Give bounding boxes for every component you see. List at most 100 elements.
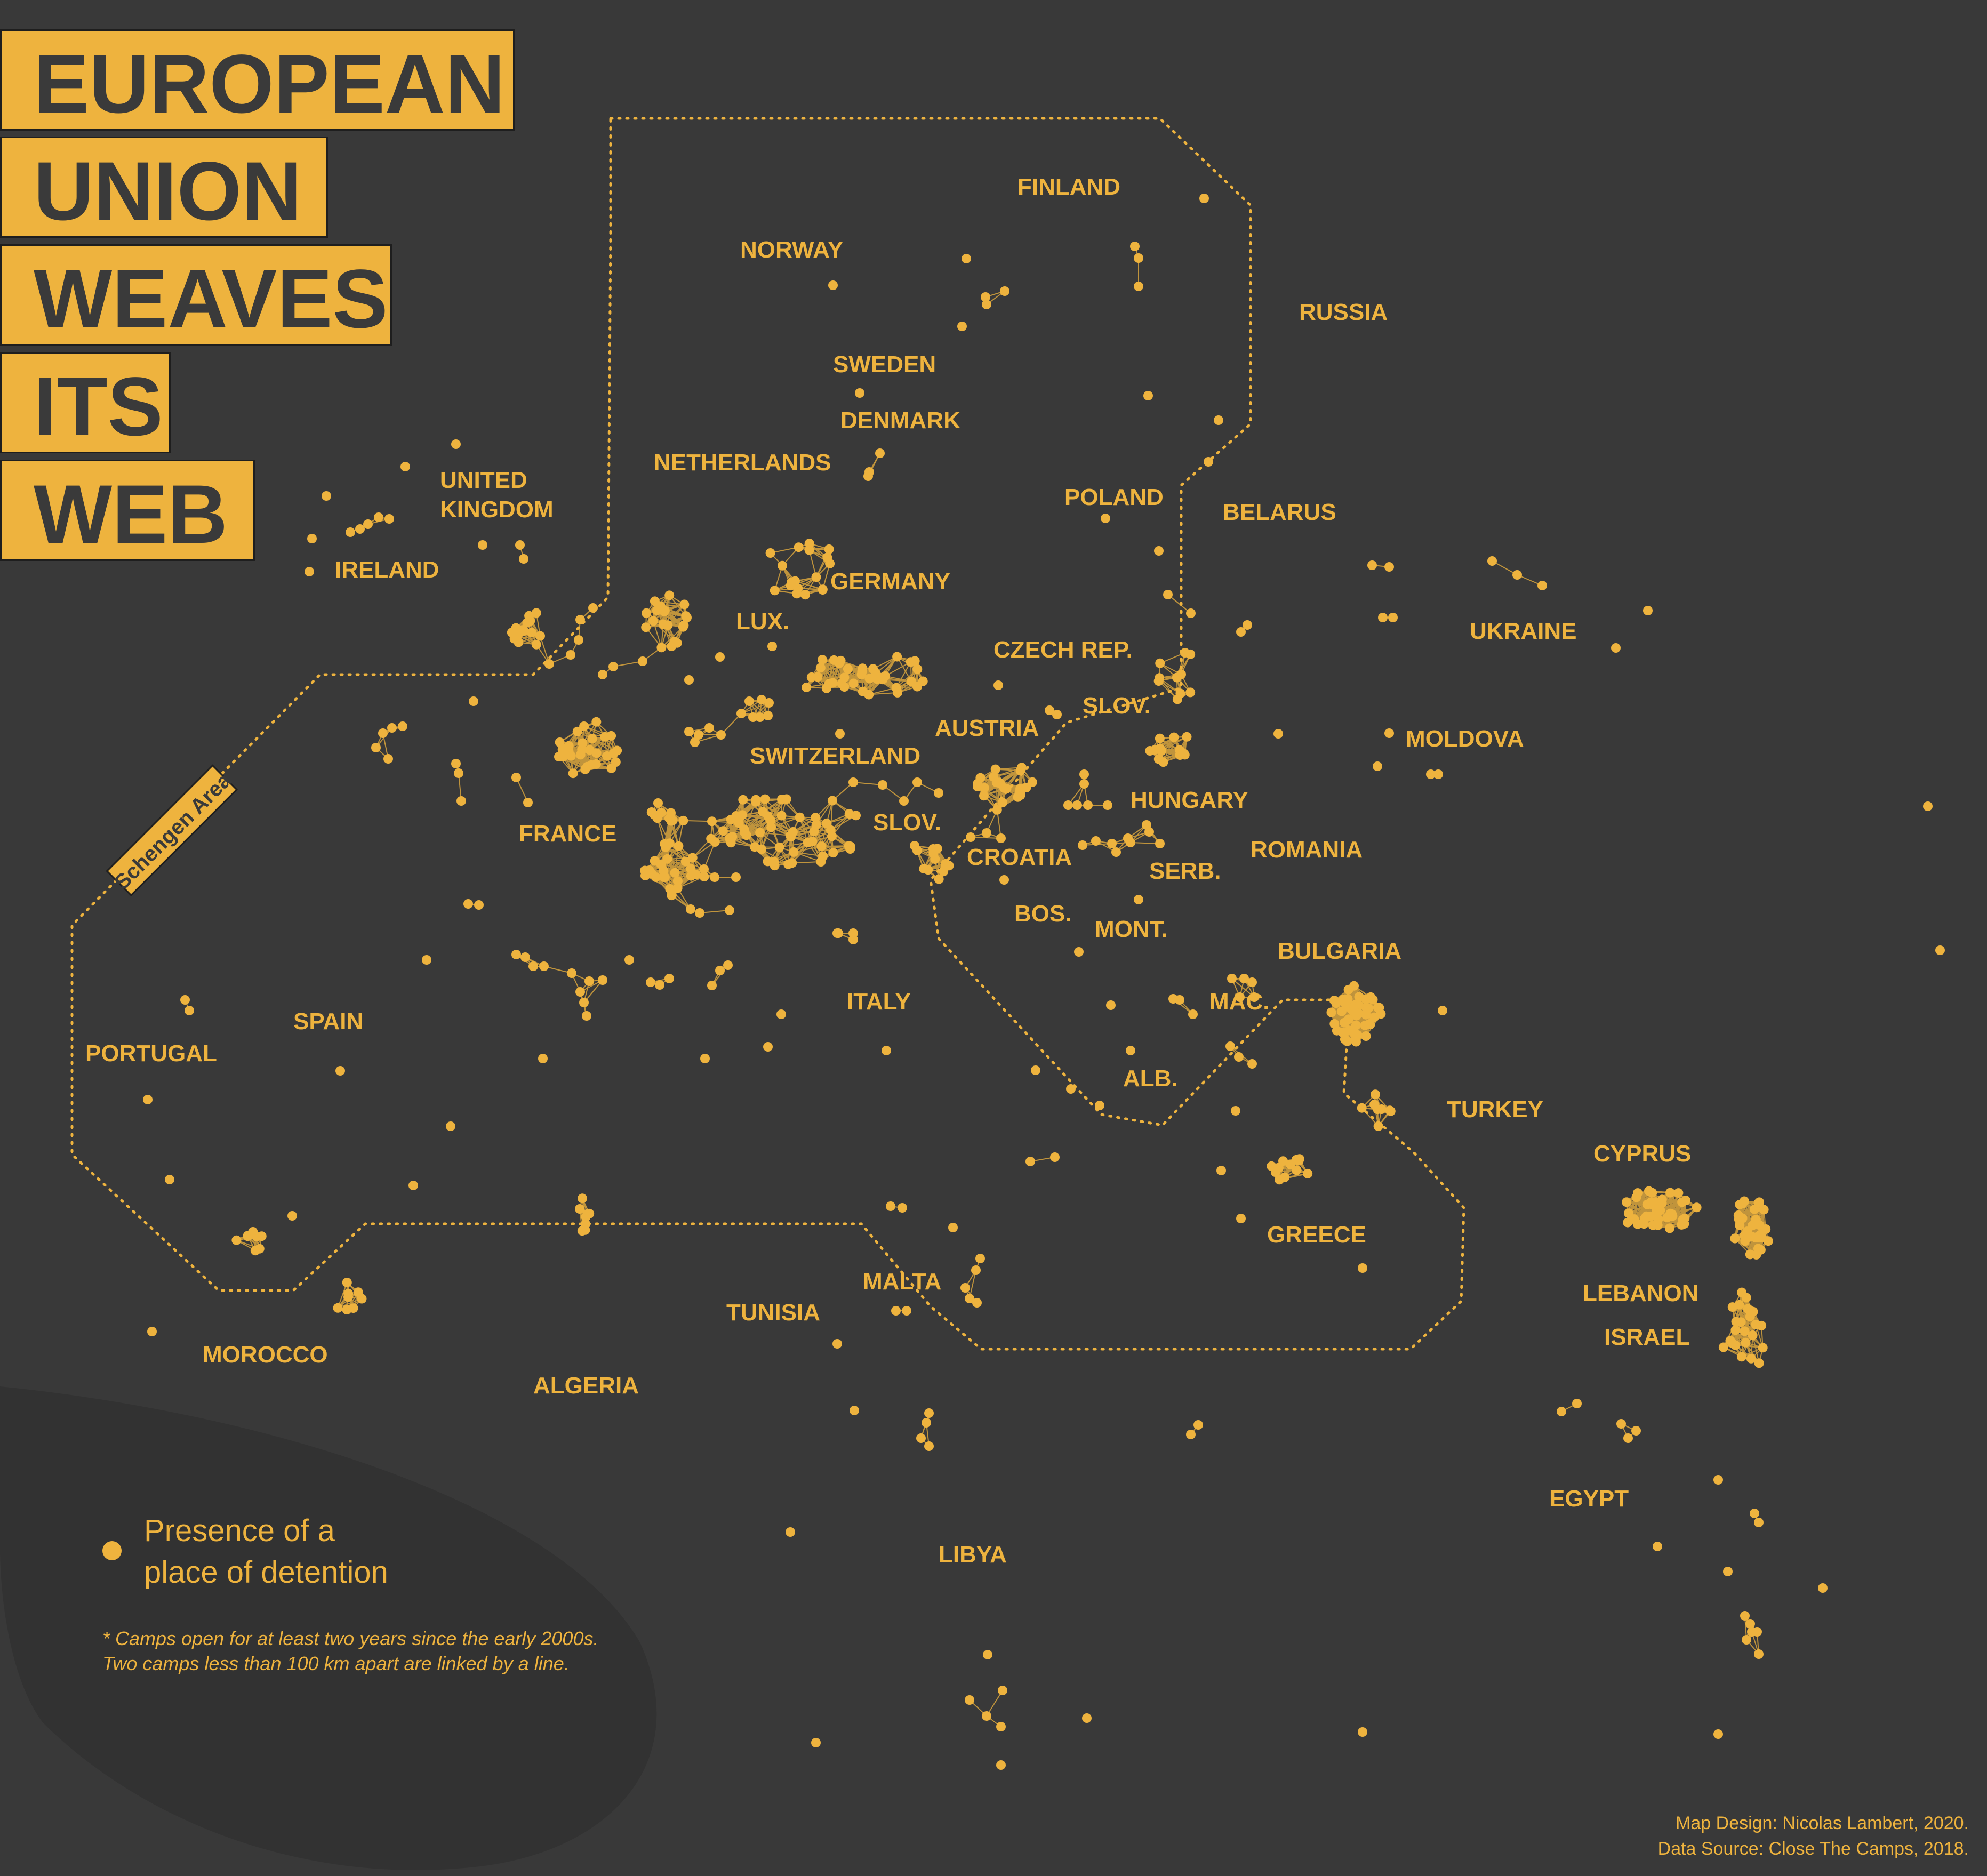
detention-camp-dot bbox=[1027, 777, 1037, 787]
detention-camp-dot bbox=[794, 542, 804, 552]
detention-camp-dot bbox=[1758, 1343, 1768, 1353]
detention-camp-dot bbox=[600, 732, 610, 742]
camp-link bbox=[885, 661, 911, 677]
detention-camp-dot bbox=[1239, 974, 1249, 983]
label-turkey: TURKEY bbox=[1447, 1096, 1543, 1123]
detention-camp-dot bbox=[824, 544, 834, 554]
detention-camp-dot bbox=[528, 961, 538, 971]
detention-camp-dot bbox=[684, 727, 694, 736]
detention-camp-dot bbox=[1734, 1300, 1744, 1310]
detention-camp-dot bbox=[1727, 1338, 1737, 1349]
detention-camp-dot bbox=[898, 1203, 907, 1213]
detention-camp-dot bbox=[608, 662, 618, 671]
detention-camp-dot bbox=[1653, 1542, 1662, 1551]
detention-camp-dot bbox=[520, 952, 530, 962]
detention-camp-dot bbox=[1388, 613, 1398, 622]
camp-link bbox=[1231, 978, 1255, 998]
detention-camp-dot bbox=[1730, 1233, 1740, 1244]
detention-camp-dot bbox=[1091, 836, 1101, 846]
detention-camp-dot bbox=[378, 728, 388, 738]
detention-camp-dot bbox=[1745, 1249, 1755, 1260]
camp-link bbox=[986, 1690, 1003, 1717]
detention-camp-dot bbox=[1740, 1611, 1750, 1621]
detention-camp-dot bbox=[538, 1054, 548, 1063]
detention-camp-dot bbox=[641, 622, 651, 632]
detention-camp-dot bbox=[451, 759, 461, 768]
detention-camp-dot bbox=[776, 1009, 786, 1019]
label-macedonia: MAC. bbox=[1209, 989, 1269, 1015]
label-germany: GERMANY bbox=[830, 568, 950, 595]
legend-line-2: place of detention bbox=[144, 1555, 388, 1590]
legend-dot-icon bbox=[102, 1541, 122, 1560]
detention-camp-dot bbox=[1234, 1052, 1244, 1062]
detention-camp-dot bbox=[1079, 769, 1089, 779]
detention-camp-dot bbox=[844, 809, 854, 819]
detention-camp-dot bbox=[1134, 895, 1143, 904]
detention-camp-dot bbox=[755, 712, 765, 722]
label-austria: AUSTRIA bbox=[935, 715, 1039, 741]
detention-camp-dot bbox=[1155, 733, 1165, 743]
detention-camp-dot bbox=[725, 905, 734, 915]
detention-camp-dot bbox=[1270, 1167, 1280, 1177]
detention-camp-dot bbox=[1631, 1426, 1641, 1436]
detention-camp-dot bbox=[1611, 643, 1621, 653]
detention-camp-dot bbox=[1713, 1475, 1723, 1485]
detention-camp-dot bbox=[1083, 800, 1093, 810]
detention-camp-dot bbox=[982, 828, 991, 838]
detention-camp-dot bbox=[687, 853, 698, 863]
detention-camp-dot bbox=[834, 658, 844, 668]
detention-camp-dot bbox=[992, 805, 1002, 815]
camp-link bbox=[1167, 594, 1191, 614]
detention-camp-dot bbox=[892, 652, 902, 662]
detention-camp-dot bbox=[748, 712, 758, 722]
label-sweden: SWEDEN bbox=[833, 351, 936, 378]
detention-camp-dot bbox=[828, 678, 838, 688]
label-montenegro: MONT. bbox=[1095, 916, 1168, 942]
detention-camp-dot bbox=[544, 659, 554, 669]
detention-camp-dot bbox=[863, 471, 873, 481]
detention-camp-dot bbox=[1664, 1223, 1674, 1233]
detention-camp-dot bbox=[1144, 827, 1154, 837]
detention-camp-dot bbox=[804, 539, 814, 549]
detention-camp-dot bbox=[944, 861, 954, 871]
camp-link bbox=[792, 861, 821, 864]
detention-camp-dot bbox=[575, 987, 585, 997]
detention-camp-dot bbox=[667, 891, 677, 901]
detention-camp-dot bbox=[478, 540, 487, 550]
detention-camp-dot bbox=[740, 828, 750, 838]
schengen-border bbox=[70, 117, 1465, 1351]
detention-camp-dot bbox=[731, 872, 741, 882]
detention-camp-dot bbox=[165, 1175, 174, 1184]
detention-camp-dot bbox=[1169, 732, 1179, 742]
detention-camp-dot bbox=[973, 779, 983, 789]
detention-camp-dot bbox=[878, 780, 887, 790]
detention-camp-dot bbox=[1369, 1100, 1380, 1110]
detention-camp-dot bbox=[652, 605, 662, 615]
detention-camp-dot bbox=[1624, 1208, 1633, 1218]
detention-camp-dot bbox=[575, 1204, 584, 1214]
title-line-weaves: WEAVES bbox=[0, 244, 392, 346]
detention-camp-dot bbox=[1078, 840, 1087, 850]
detention-camp-dot bbox=[663, 620, 673, 630]
detention-camp-dot bbox=[575, 615, 585, 624]
detention-camp-dot bbox=[818, 655, 827, 664]
detention-camp-dot bbox=[519, 554, 528, 564]
detention-camp-dot bbox=[822, 818, 832, 828]
detention-camp-dot bbox=[835, 729, 845, 739]
detention-camp-dot bbox=[816, 841, 827, 852]
label-portugal: PORTUGAL bbox=[85, 1040, 217, 1067]
detention-camp-dot bbox=[422, 955, 431, 965]
detention-camp-dot bbox=[1385, 1106, 1396, 1116]
detention-camp-dot bbox=[774, 842, 784, 852]
detention-camp-dot bbox=[924, 1441, 934, 1451]
detention-camp-dot bbox=[965, 1294, 974, 1303]
detention-camp-dot bbox=[348, 1303, 358, 1313]
label-denmark: DENMARK bbox=[840, 407, 960, 434]
detention-camp-dot bbox=[539, 961, 549, 971]
detention-camp-dot bbox=[557, 744, 567, 755]
detention-camp-dot bbox=[1692, 1202, 1702, 1213]
detention-camp-dot bbox=[598, 975, 607, 985]
detention-camp-dot bbox=[1677, 1220, 1687, 1230]
camp-link bbox=[760, 832, 791, 836]
detention-camp-dot bbox=[1426, 769, 1436, 779]
